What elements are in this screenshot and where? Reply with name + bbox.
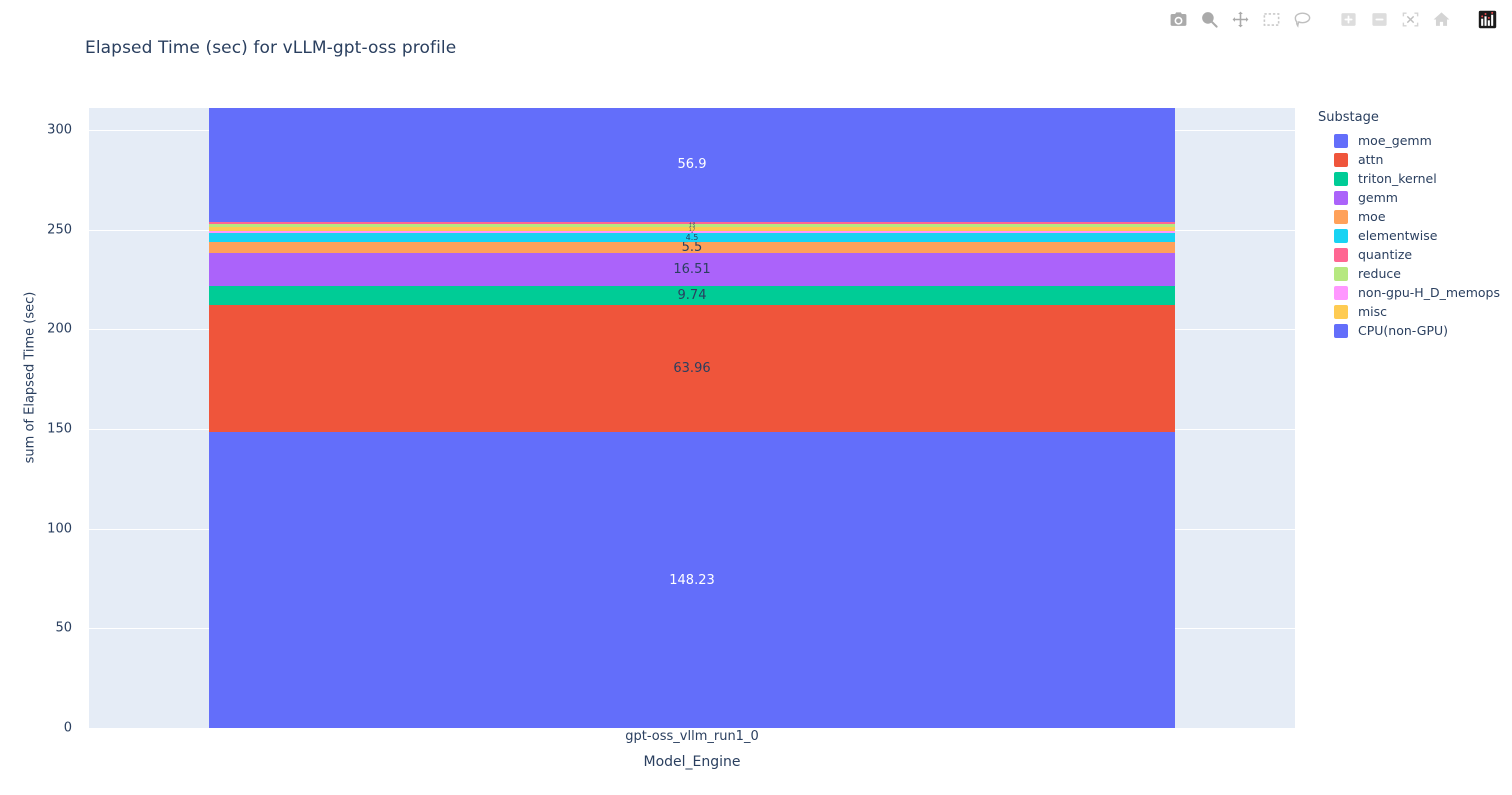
legend-swatch-elementwise <box>1334 228 1348 243</box>
legend-swatch-triton-kernel <box>1334 171 1348 186</box>
legend-item-triton-kernel[interactable]: triton_kernel <box>1318 169 1508 188</box>
zoom-in-icon[interactable] <box>1337 8 1359 30</box>
bar-segment-value: 9.74 <box>677 287 707 303</box>
reset-axes-icon[interactable] <box>1430 8 1452 30</box>
modebar[interactable] <box>1167 8 1498 30</box>
bar-segment-value: 16.51 <box>673 261 711 277</box>
legend-item-moe[interactable]: moe <box>1318 207 1508 226</box>
bar-segment-elementwise[interactable]: 4.5 <box>209 232 1175 242</box>
legend-label: misc <box>1358 304 1388 319</box>
gridline <box>89 728 1295 729</box>
y-axis-tick-label: 150 <box>47 421 72 437</box>
legend-label: moe <box>1358 209 1386 224</box>
legend-label: quantize <box>1358 247 1413 262</box>
y-axis-tick-label: 250 <box>47 222 72 238</box>
bar-segment-moe-gemm[interactable]: 56.9 <box>209 108 1175 222</box>
legend-swatch-quantize <box>1334 247 1348 262</box>
page-title: Elapsed Time (sec) for vLLM-gpt-oss prof… <box>85 38 457 58</box>
legend-swatch-non-gpu-h-d-memops <box>1334 285 1348 300</box>
bar-segment-triton-kernel[interactable]: 9.74 <box>209 285 1175 305</box>
bar-segment-value: 56.9 <box>677 157 707 173</box>
legend-swatch-attn <box>1334 152 1348 167</box>
legend-title: Substage <box>1318 110 1379 125</box>
legend-swatch-misc <box>1334 304 1348 319</box>
bar-stack: 148.23 63.96 9.74 16.51 5.54.511.71.51.4 56.9 <box>209 108 1175 728</box>
legend-label: non-gpu-H_D_memops <box>1358 285 1500 300</box>
legend-swatch-moe <box>1334 209 1348 224</box>
pan-icon[interactable] <box>1229 8 1251 30</box>
bar-segment-reduce[interactable]: 1.5 <box>209 224 1175 228</box>
legend-item-elementwise[interactable]: elementwise <box>1318 226 1508 245</box>
zoom-out-icon[interactable] <box>1368 8 1390 30</box>
y-axis-tick-label: 100 <box>47 521 72 537</box>
plot-area[interactable]: 148.23 63.96 9.74 16.51 5.54.511.71.51.4 56.9 <box>89 108 1295 729</box>
legend-item-quantize[interactable]: quantize <box>1318 245 1508 264</box>
lasso-select-icon[interactable] <box>1291 8 1313 30</box>
legend-item-attn[interactable]: attn <box>1318 150 1508 169</box>
legend-label: moe_gemm <box>1358 133 1432 148</box>
bar-segment-value: 4.5 <box>685 232 699 242</box>
bar-segment-non-gpu-h-d-memops[interactable]: 1 <box>209 230 1175 233</box>
legend-swatch-gemm <box>1334 190 1348 205</box>
autoscale-icon[interactable] <box>1399 8 1421 30</box>
legend-item-non-gpu-h-d-memops[interactable]: non-gpu-H_D_memops <box>1318 283 1508 302</box>
bar-segment-value: 63.96 <box>673 361 711 377</box>
legend-swatch-reduce <box>1334 266 1348 281</box>
y-axis-tick-label: 50 <box>55 620 72 636</box>
box-select-icon[interactable] <box>1260 8 1282 30</box>
legend-item-misc[interactable]: misc <box>1318 302 1508 321</box>
download-plot-icon[interactable] <box>1167 8 1189 30</box>
bar-segment-misc[interactable]: 1.7 <box>209 227 1175 231</box>
legend-label: reduce <box>1358 266 1401 281</box>
legend-swatch-moe-gemm <box>1334 133 1348 148</box>
y-axis-tick-label: 300 <box>47 122 72 138</box>
bar-segment-value: 1.7 <box>688 227 696 231</box>
x-axis-tick-label: gpt-oss_vllm_run1_0 <box>625 729 759 744</box>
legend-item-reduce[interactable]: reduce <box>1318 264 1508 283</box>
bar-segment-value: 148.23 <box>669 572 715 588</box>
y-axis-tick-label: 0 <box>63 720 72 736</box>
bar-segment-quantize[interactable]: 1.4 <box>209 221 1175 225</box>
legend: Substage moe_gemm attn triton_kernel gemm mo… <box>1318 110 1508 340</box>
y-axis-tick-label: 200 <box>47 321 72 337</box>
bar-segment-value: 1.4 <box>688 221 696 225</box>
legend-label: CPU(non-GPU) <box>1358 323 1449 338</box>
legend-label: gemm <box>1358 190 1398 205</box>
legend-item-gemm[interactable]: gemm <box>1318 188 1508 207</box>
bar-segment-value: 1.5 <box>688 224 696 228</box>
bar-segment-value: 5.5 <box>681 241 703 253</box>
y-axis-title: sum of Elapsed Time (sec) <box>22 291 38 464</box>
legend-label: attn <box>1358 152 1384 167</box>
bar-segment-gemm[interactable]: 16.51 <box>209 252 1175 286</box>
bar-segment-value: 1 <box>691 231 694 233</box>
x-axis-title: Model_Engine <box>643 754 741 770</box>
bar-segment-attn[interactable]: 63.96 <box>209 304 1175 433</box>
bar-segment-moe[interactable]: 5.5 <box>209 241 1175 253</box>
legend-item-cpu-non-gpu[interactable]: CPU(non-GPU) <box>1318 321 1508 340</box>
legend-label: elementwise <box>1358 228 1438 243</box>
legend-label: triton_kernel <box>1358 171 1437 186</box>
bar-segment-cpu-non-gpu[interactable]: 148.23 <box>209 432 1175 728</box>
legend-item-moe-gemm[interactable]: moe_gemm <box>1318 131 1508 150</box>
plotly-logo-icon[interactable] <box>1476 8 1498 30</box>
legend-swatch-cpu-non-gpu <box>1334 323 1348 338</box>
zoom-icon[interactable] <box>1198 8 1220 30</box>
